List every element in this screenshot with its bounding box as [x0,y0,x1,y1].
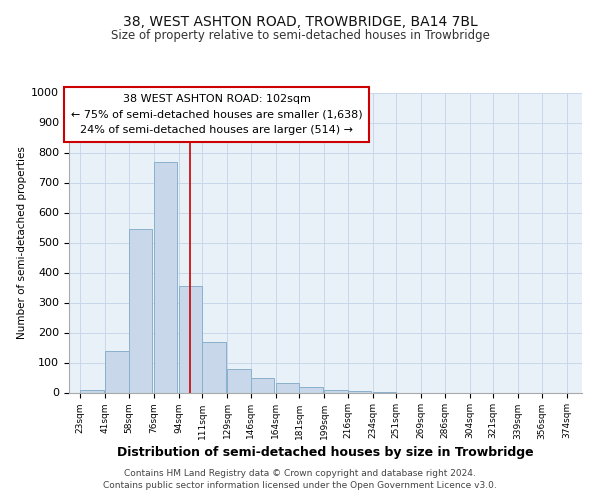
Bar [324,390,347,392]
Bar [275,382,299,392]
Text: 38 WEST ASHTON ROAD: 102sqm
← 75% of semi-detached houses are smaller (1,638)
24: 38 WEST ASHTON ROAD: 102sqm ← 75% of sem… [71,94,362,135]
X-axis label: Distribution of semi-detached houses by size in Trowbridge: Distribution of semi-detached houses by … [117,446,534,458]
Bar [251,378,274,392]
Text: 38, WEST ASHTON ROAD, TROWBRIDGE, BA14 7BL: 38, WEST ASHTON ROAD, TROWBRIDGE, BA14 7… [122,16,478,30]
Bar [154,162,177,392]
Bar [202,342,226,392]
Bar [80,390,104,392]
Text: Contains HM Land Registry data © Crown copyright and database right 2024.: Contains HM Land Registry data © Crown c… [124,470,476,478]
Text: Size of property relative to semi-detached houses in Trowbridge: Size of property relative to semi-detach… [110,30,490,43]
Bar [227,368,251,392]
Bar [179,286,202,393]
Bar [299,387,323,392]
Bar [105,350,128,393]
Bar [128,229,152,392]
Text: Contains public sector information licensed under the Open Government Licence v3: Contains public sector information licen… [103,480,497,490]
Bar [347,391,371,392]
Y-axis label: Number of semi-detached properties: Number of semi-detached properties [17,146,27,339]
